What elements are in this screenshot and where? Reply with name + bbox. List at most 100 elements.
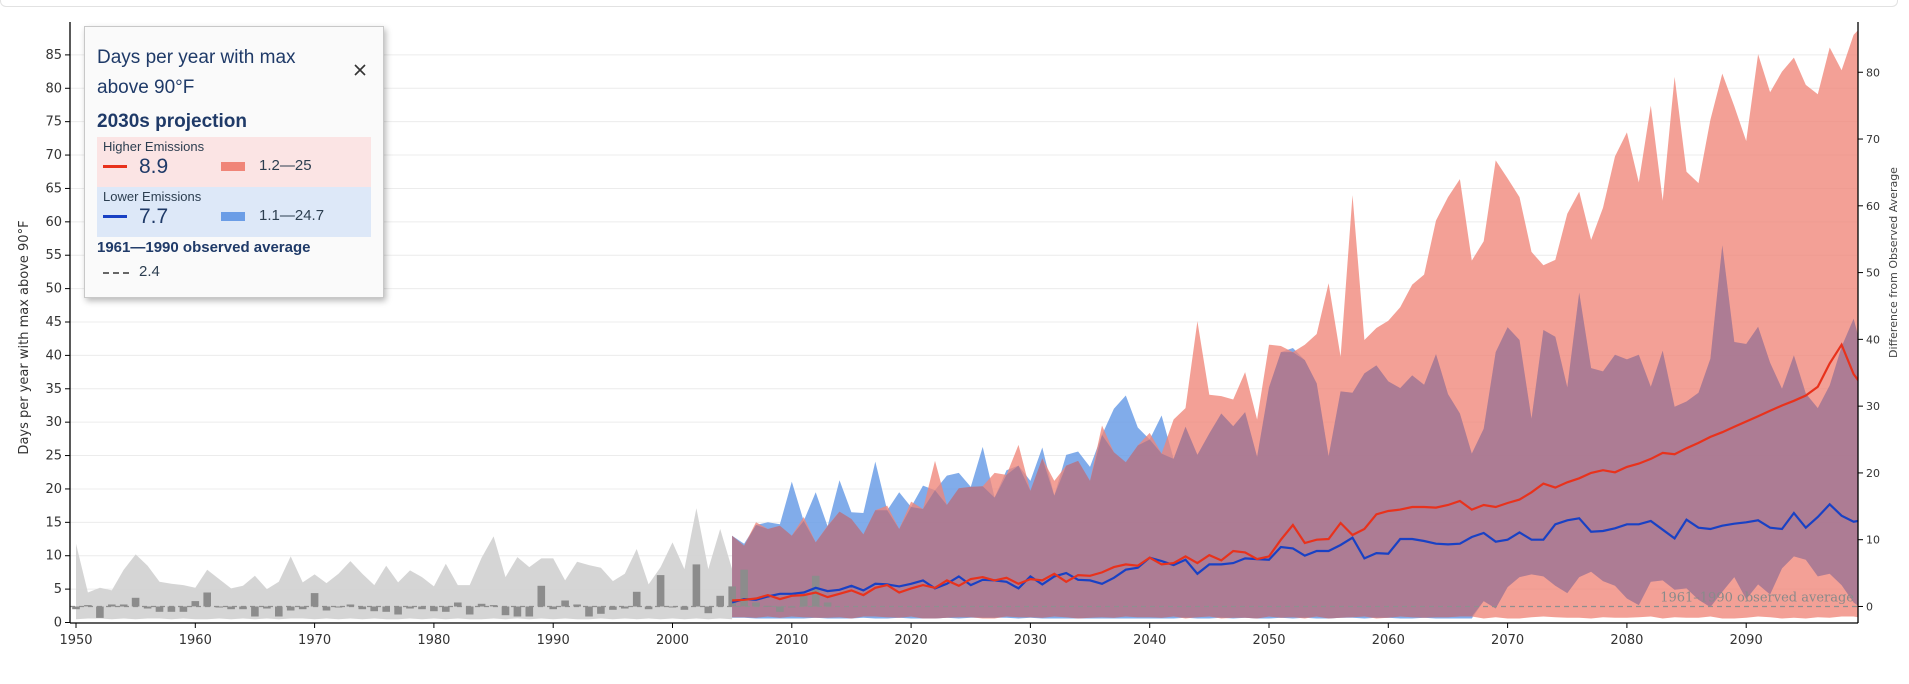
lower-emissions-value: 7.7 [139,205,169,228]
observed-bar [275,606,283,617]
observed-bar [632,591,641,607]
higher-range-swatch [221,162,245,171]
observed-bar [501,606,510,616]
lower-range-swatch [221,212,245,221]
observed-bar [716,595,724,607]
x-tick-label: 2020 [895,633,928,648]
observed-bar [585,606,593,617]
observed-bar [358,606,367,610]
close-icon[interactable] [351,61,369,79]
observed-bar [322,606,331,611]
observed-bar [191,601,200,607]
x-tick-label: 1970 [298,633,331,648]
historical-range-area [76,508,733,620]
y-right-tick-label: 10 [1866,534,1880,547]
observed-bar [465,606,474,615]
y-right-tick-label: 40 [1866,333,1880,346]
y-right-tick-label: 30 [1866,400,1880,413]
overlap-range-area [732,245,1858,619]
observed-bar [346,604,355,607]
x-tick-label: 2050 [1252,633,1285,648]
observed-bar [334,606,343,608]
observed-bar [370,606,378,612]
lower-line-swatch [103,215,127,218]
x-tick-label: 1960 [179,633,212,648]
observed-bar [525,606,534,617]
y-tick-label: 25 [45,449,62,464]
observed-bar [513,606,522,617]
observed-bar [143,606,152,609]
observed-bar [131,597,140,607]
lower-emissions-row: Lower Emissions 7.7 1.1—24.7 [97,187,371,237]
higher-emissions-label: Higher Emissions [103,139,205,154]
y-tick-label: 10 [45,549,62,564]
observed-dashed-swatch [103,272,129,274]
higher-emissions-row: Higher Emissions 8.9 1.2—25 [97,137,371,187]
x-tick-label: 2000 [656,633,689,648]
observed-bar [286,606,295,611]
projection-label: 2030s projection [97,111,247,132]
x-tick-label: 2070 [1491,633,1524,648]
observed-average-value: 2.4 [139,263,160,280]
plot-area [70,30,1858,620]
legend-title: Days per year with max above 90°F [97,47,296,98]
observed-bar [799,595,808,607]
x-tick-label: 2080 [1610,633,1643,648]
y-tick-label: 15 [45,515,62,530]
y-tick-label: 35 [45,382,62,397]
y-tick-label: 85 [45,48,62,63]
x-tick-label: 1980 [417,633,450,648]
observed-bar [155,606,164,612]
observed-bar [537,585,546,607]
axes: 0510152025303540455055606570758085010203… [45,22,1880,648]
observed-bar [310,593,319,607]
observed-bar [477,603,486,607]
observed-bar [203,592,211,607]
observed-bar [489,605,498,607]
observed-bar [811,575,820,607]
observed-bar [597,606,605,614]
observed-bar [621,606,629,609]
y-right-tick-label: 80 [1866,66,1880,79]
y-right-tick-label: 70 [1866,133,1880,146]
observed-bar [609,606,617,610]
observed-bar [406,606,414,609]
higher-line-swatch [103,165,127,168]
observed-bar [298,606,307,610]
observed-bar [692,564,701,607]
y-tick-label: 55 [45,248,62,263]
higher-emissions-value: 8.9 [139,155,169,178]
observed-bar [394,606,402,615]
observed-bar [119,604,128,607]
y-tick-label: 30 [45,415,62,430]
observed-bar [382,606,390,612]
legend-panel: Days per year with max above 90°F 2030s … [84,26,384,298]
observed-bar [84,605,92,607]
y-tick-label: 75 [45,115,62,130]
observed-average-heading: 1961—1990 observed average [97,239,311,256]
observed-bar [656,575,665,607]
observed-bar [72,606,80,610]
y-right-tick-label: 50 [1866,267,1880,280]
observed-bar [680,606,689,610]
observed-bar [764,605,772,607]
y-tick-label: 45 [45,315,62,330]
x-tick-label: 1990 [537,633,570,648]
observed-bar [263,606,271,609]
y-right-tick-label: 60 [1866,200,1880,213]
x-tick-label: 2090 [1730,633,1763,648]
observed-bar [752,602,760,607]
x-tick-label: 2040 [1133,633,1166,648]
x-tick-label: 2010 [775,633,808,648]
observed-bar [108,604,116,607]
y-tick-label: 0 [54,616,62,631]
observed-bar [573,604,581,607]
x-tick-label: 1950 [59,633,92,648]
y-axis-title-right: Difference from Observed Average [1887,167,1900,358]
y-tick-label: 5 [54,582,62,597]
observed-average-label: 1961–1990 observed average [1660,590,1854,605]
higher-emissions-mean-line [732,342,1858,602]
x-tick-label: 2030 [1014,633,1047,648]
y-right-tick-label: 0 [1866,600,1873,613]
y-axis-title-left: Days per year with max above 90°F [17,220,32,454]
